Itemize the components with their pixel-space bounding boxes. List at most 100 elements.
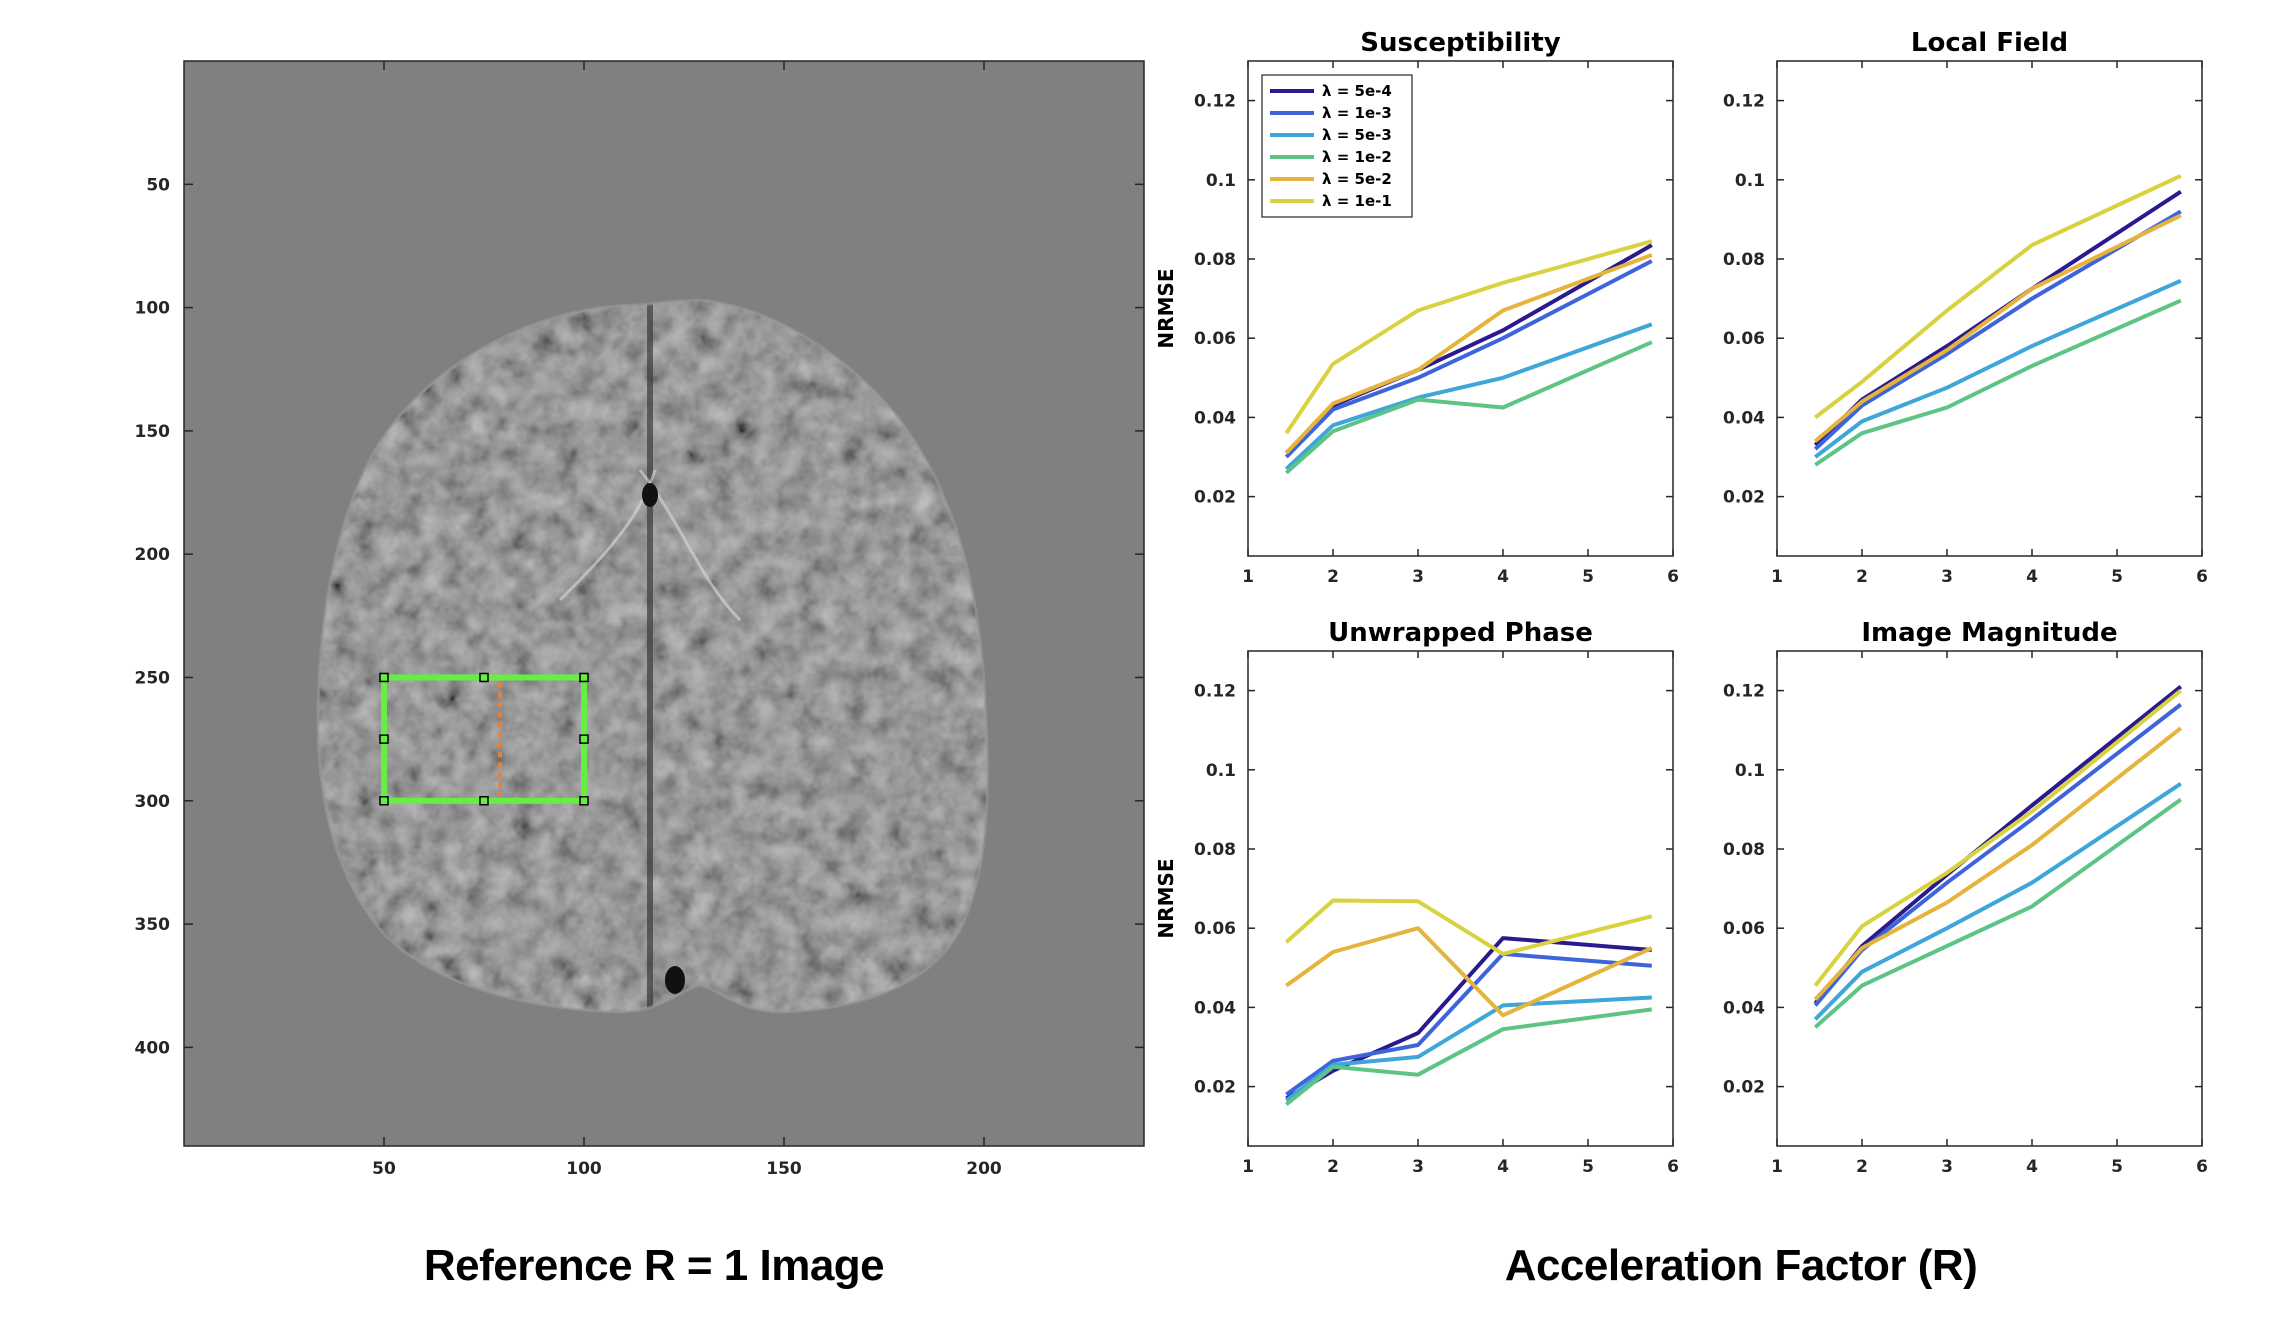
x-tick-label: 4 bbox=[1497, 567, 1509, 587]
legend-label: λ = 1e-1 bbox=[1322, 192, 1392, 210]
image-x-tick-label: 200 bbox=[966, 1159, 1002, 1179]
y-tick-label: 0.08 bbox=[1194, 840, 1236, 860]
series-line-5 bbox=[1285, 926, 1653, 1018]
roi-rectangle[interactable] bbox=[379, 672, 589, 806]
legend-label: λ = 5e-4 bbox=[1322, 82, 1392, 100]
chart-local-field: Local Field 1 2 3 4 5 6 0.02 0.04 0.06 0.08 0.1 0.12 bbox=[1723, 28, 2208, 587]
series-line-4 bbox=[1814, 298, 2182, 467]
series-line-5 bbox=[1814, 213, 2182, 443]
x-tick-label: 6 bbox=[1667, 1157, 1679, 1177]
chart-image-magnitude: Image Magnitude 1 2 3 4 5 6 0.02 0.04 0.06 0.08 0.1… bbox=[1723, 618, 2208, 1177]
roi-handle[interactable] bbox=[379, 672, 389, 683]
y-tick-label: 0.06 bbox=[1194, 329, 1236, 349]
y-tick-label: 0.1 bbox=[1735, 761, 1765, 781]
y-tick-label: 0.02 bbox=[1194, 1078, 1236, 1098]
chart-axes-frame bbox=[1247, 650, 1674, 1147]
reference-image-panel: 50 100 150 200 50 100 150 200 250 300 350 400 bbox=[135, 60, 1145, 1179]
y-tick-label: 0.04 bbox=[1194, 408, 1236, 428]
y-tick-label: 0.08 bbox=[1723, 250, 1765, 270]
x-tick-label: 5 bbox=[1582, 1157, 1594, 1177]
chart-panels: Susceptibility 1 2 3 4 5 6 0.02 0.04 0.06 0.08 0.1 0… bbox=[1154, 28, 2208, 1177]
y-tick-label: 0.1 bbox=[1735, 171, 1765, 191]
roi-handle[interactable] bbox=[479, 672, 489, 683]
image-y-tick-label: 300 bbox=[135, 792, 171, 812]
y-tick-label: 0.1 bbox=[1206, 171, 1236, 191]
y-tick-label: 0.08 bbox=[1194, 250, 1236, 270]
legend-label: λ = 5e-2 bbox=[1322, 170, 1392, 188]
x-tick-label: 6 bbox=[1667, 567, 1679, 587]
x-tick-label: 4 bbox=[2026, 567, 2038, 587]
series-line-6 bbox=[1284, 239, 1653, 435]
y-tick-label: 0.02 bbox=[1194, 488, 1236, 508]
x-tick-label: 3 bbox=[1941, 1157, 1953, 1177]
legend-label: λ = 1e-2 bbox=[1322, 148, 1392, 166]
series-line-3 bbox=[1814, 278, 2182, 459]
chart-title: Susceptibility bbox=[1360, 28, 1560, 58]
x-tick-label: 6 bbox=[2196, 567, 2208, 587]
y-axis-label: NRMSE bbox=[1154, 858, 1178, 938]
y-tick-label: 0.02 bbox=[1723, 1078, 1765, 1098]
y-tick-label: 0.08 bbox=[1723, 840, 1765, 860]
chart-title: Local Field bbox=[1911, 28, 2068, 58]
chart-unwrapped-phase: Unwrapped Phase 1 2 3 4 5 6 0.02 0.04 0.06 0.08 0.1… bbox=[1154, 618, 1679, 1177]
y-tick-label: 0.06 bbox=[1723, 329, 1765, 349]
series-line-4 bbox=[1813, 797, 2182, 1029]
legend-label: λ = 5e-3 bbox=[1322, 126, 1392, 144]
x-tick-label: 2 bbox=[1856, 567, 1868, 587]
image-x-tick-label: 150 bbox=[766, 1159, 802, 1179]
image-y-tick-label: 400 bbox=[135, 1038, 171, 1058]
image-y-tick-label: 200 bbox=[135, 545, 171, 565]
series-line-2 bbox=[1284, 259, 1653, 459]
y-tick-label: 0.12 bbox=[1723, 682, 1765, 702]
chart-title: Image Magnitude bbox=[1861, 618, 2117, 648]
series-line-5 bbox=[1284, 253, 1653, 455]
x-tick-label: 2 bbox=[1856, 1157, 1868, 1177]
y-tick-label: 0.12 bbox=[1723, 92, 1765, 112]
x-tick-label: 1 bbox=[1242, 567, 1254, 587]
series-line-6 bbox=[1814, 173, 2182, 419]
caption-acceleration: Acceleration Factor (R) bbox=[1505, 1241, 1978, 1290]
series-line-6 bbox=[1284, 898, 1653, 956]
y-tick-label: 0.04 bbox=[1194, 998, 1236, 1018]
roi-handle[interactable] bbox=[379, 796, 389, 806]
image-y-tick-label: 250 bbox=[135, 668, 171, 688]
x-tick-label: 5 bbox=[2111, 1157, 2123, 1177]
chart-axes-frame bbox=[1776, 650, 2203, 1147]
x-tick-label: 1 bbox=[1771, 567, 1783, 587]
y-tick-label: 0.06 bbox=[1194, 919, 1236, 939]
series-line-4 bbox=[1284, 340, 1653, 475]
series-line-2 bbox=[1813, 209, 2182, 451]
caption-reference: Reference R = 1 Image bbox=[424, 1241, 884, 1290]
roi-handle[interactable] bbox=[579, 734, 589, 744]
y-tick-label: 0.04 bbox=[1723, 408, 1765, 428]
y-tick-label: 0.1 bbox=[1206, 761, 1236, 781]
y-tick-label: 0.04 bbox=[1723, 998, 1765, 1018]
chart-title: Unwrapped Phase bbox=[1328, 618, 1593, 648]
image-x-tick-label: 50 bbox=[372, 1159, 396, 1179]
roi-handle[interactable] bbox=[479, 796, 489, 806]
x-tick-label: 1 bbox=[1771, 1157, 1783, 1177]
brain-image bbox=[316, 298, 989, 1014]
x-tick-label: 4 bbox=[1497, 1157, 1509, 1177]
y-axis-label: NRMSE bbox=[1154, 268, 1178, 348]
image-tick-group: 50 100 150 200 50 100 150 200 250 300 350 400 bbox=[135, 61, 1144, 1179]
y-tick-label: 0.06 bbox=[1723, 919, 1765, 939]
x-tick-label: 2 bbox=[1327, 567, 1339, 587]
image-y-tick-label: 150 bbox=[135, 422, 171, 442]
image-x-tick-label: 100 bbox=[566, 1159, 602, 1179]
series-line-6 bbox=[1813, 689, 2183, 987]
series-line-4 bbox=[1285, 1007, 1653, 1106]
x-tick-label: 3 bbox=[1941, 567, 1953, 587]
x-tick-label: 4 bbox=[2026, 1157, 2038, 1177]
roi-handle[interactable] bbox=[579, 672, 589, 683]
x-tick-label: 5 bbox=[1582, 567, 1594, 587]
series-line-3 bbox=[1285, 995, 1652, 1103]
x-tick-label: 5 bbox=[2111, 567, 2123, 587]
y-tick-label: 0.12 bbox=[1194, 92, 1236, 112]
roi-handle[interactable] bbox=[379, 734, 389, 744]
roi-handle[interactable] bbox=[579, 796, 589, 806]
y-tick-label: 0.12 bbox=[1194, 682, 1236, 702]
x-tick-label: 2 bbox=[1327, 1157, 1339, 1177]
x-tick-label: 1 bbox=[1242, 1157, 1254, 1177]
